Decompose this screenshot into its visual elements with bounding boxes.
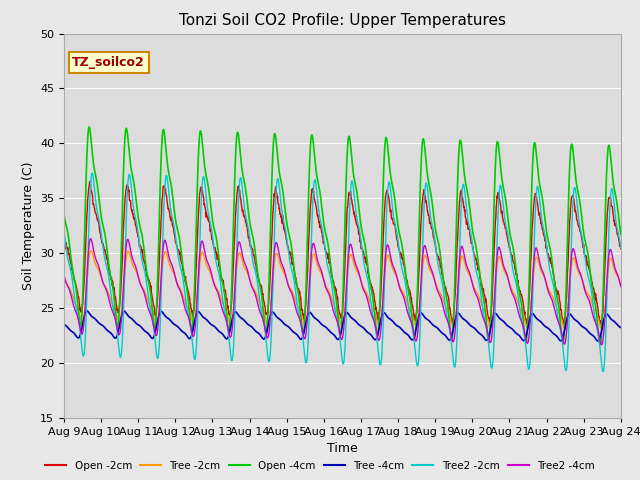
Legend: Open -2cm, Tree -2cm, Open -4cm, Tree -4cm, Tree2 -2cm, Tree2 -4cm: Open -2cm, Tree -2cm, Open -4cm, Tree -4… xyxy=(41,456,599,475)
Text: TZ_soilco2: TZ_soilco2 xyxy=(72,56,145,69)
Title: Tonzi Soil CO2 Profile: Upper Temperatures: Tonzi Soil CO2 Profile: Upper Temperatur… xyxy=(179,13,506,28)
Y-axis label: Soil Temperature (C): Soil Temperature (C) xyxy=(22,161,35,290)
X-axis label: Time: Time xyxy=(327,442,358,455)
